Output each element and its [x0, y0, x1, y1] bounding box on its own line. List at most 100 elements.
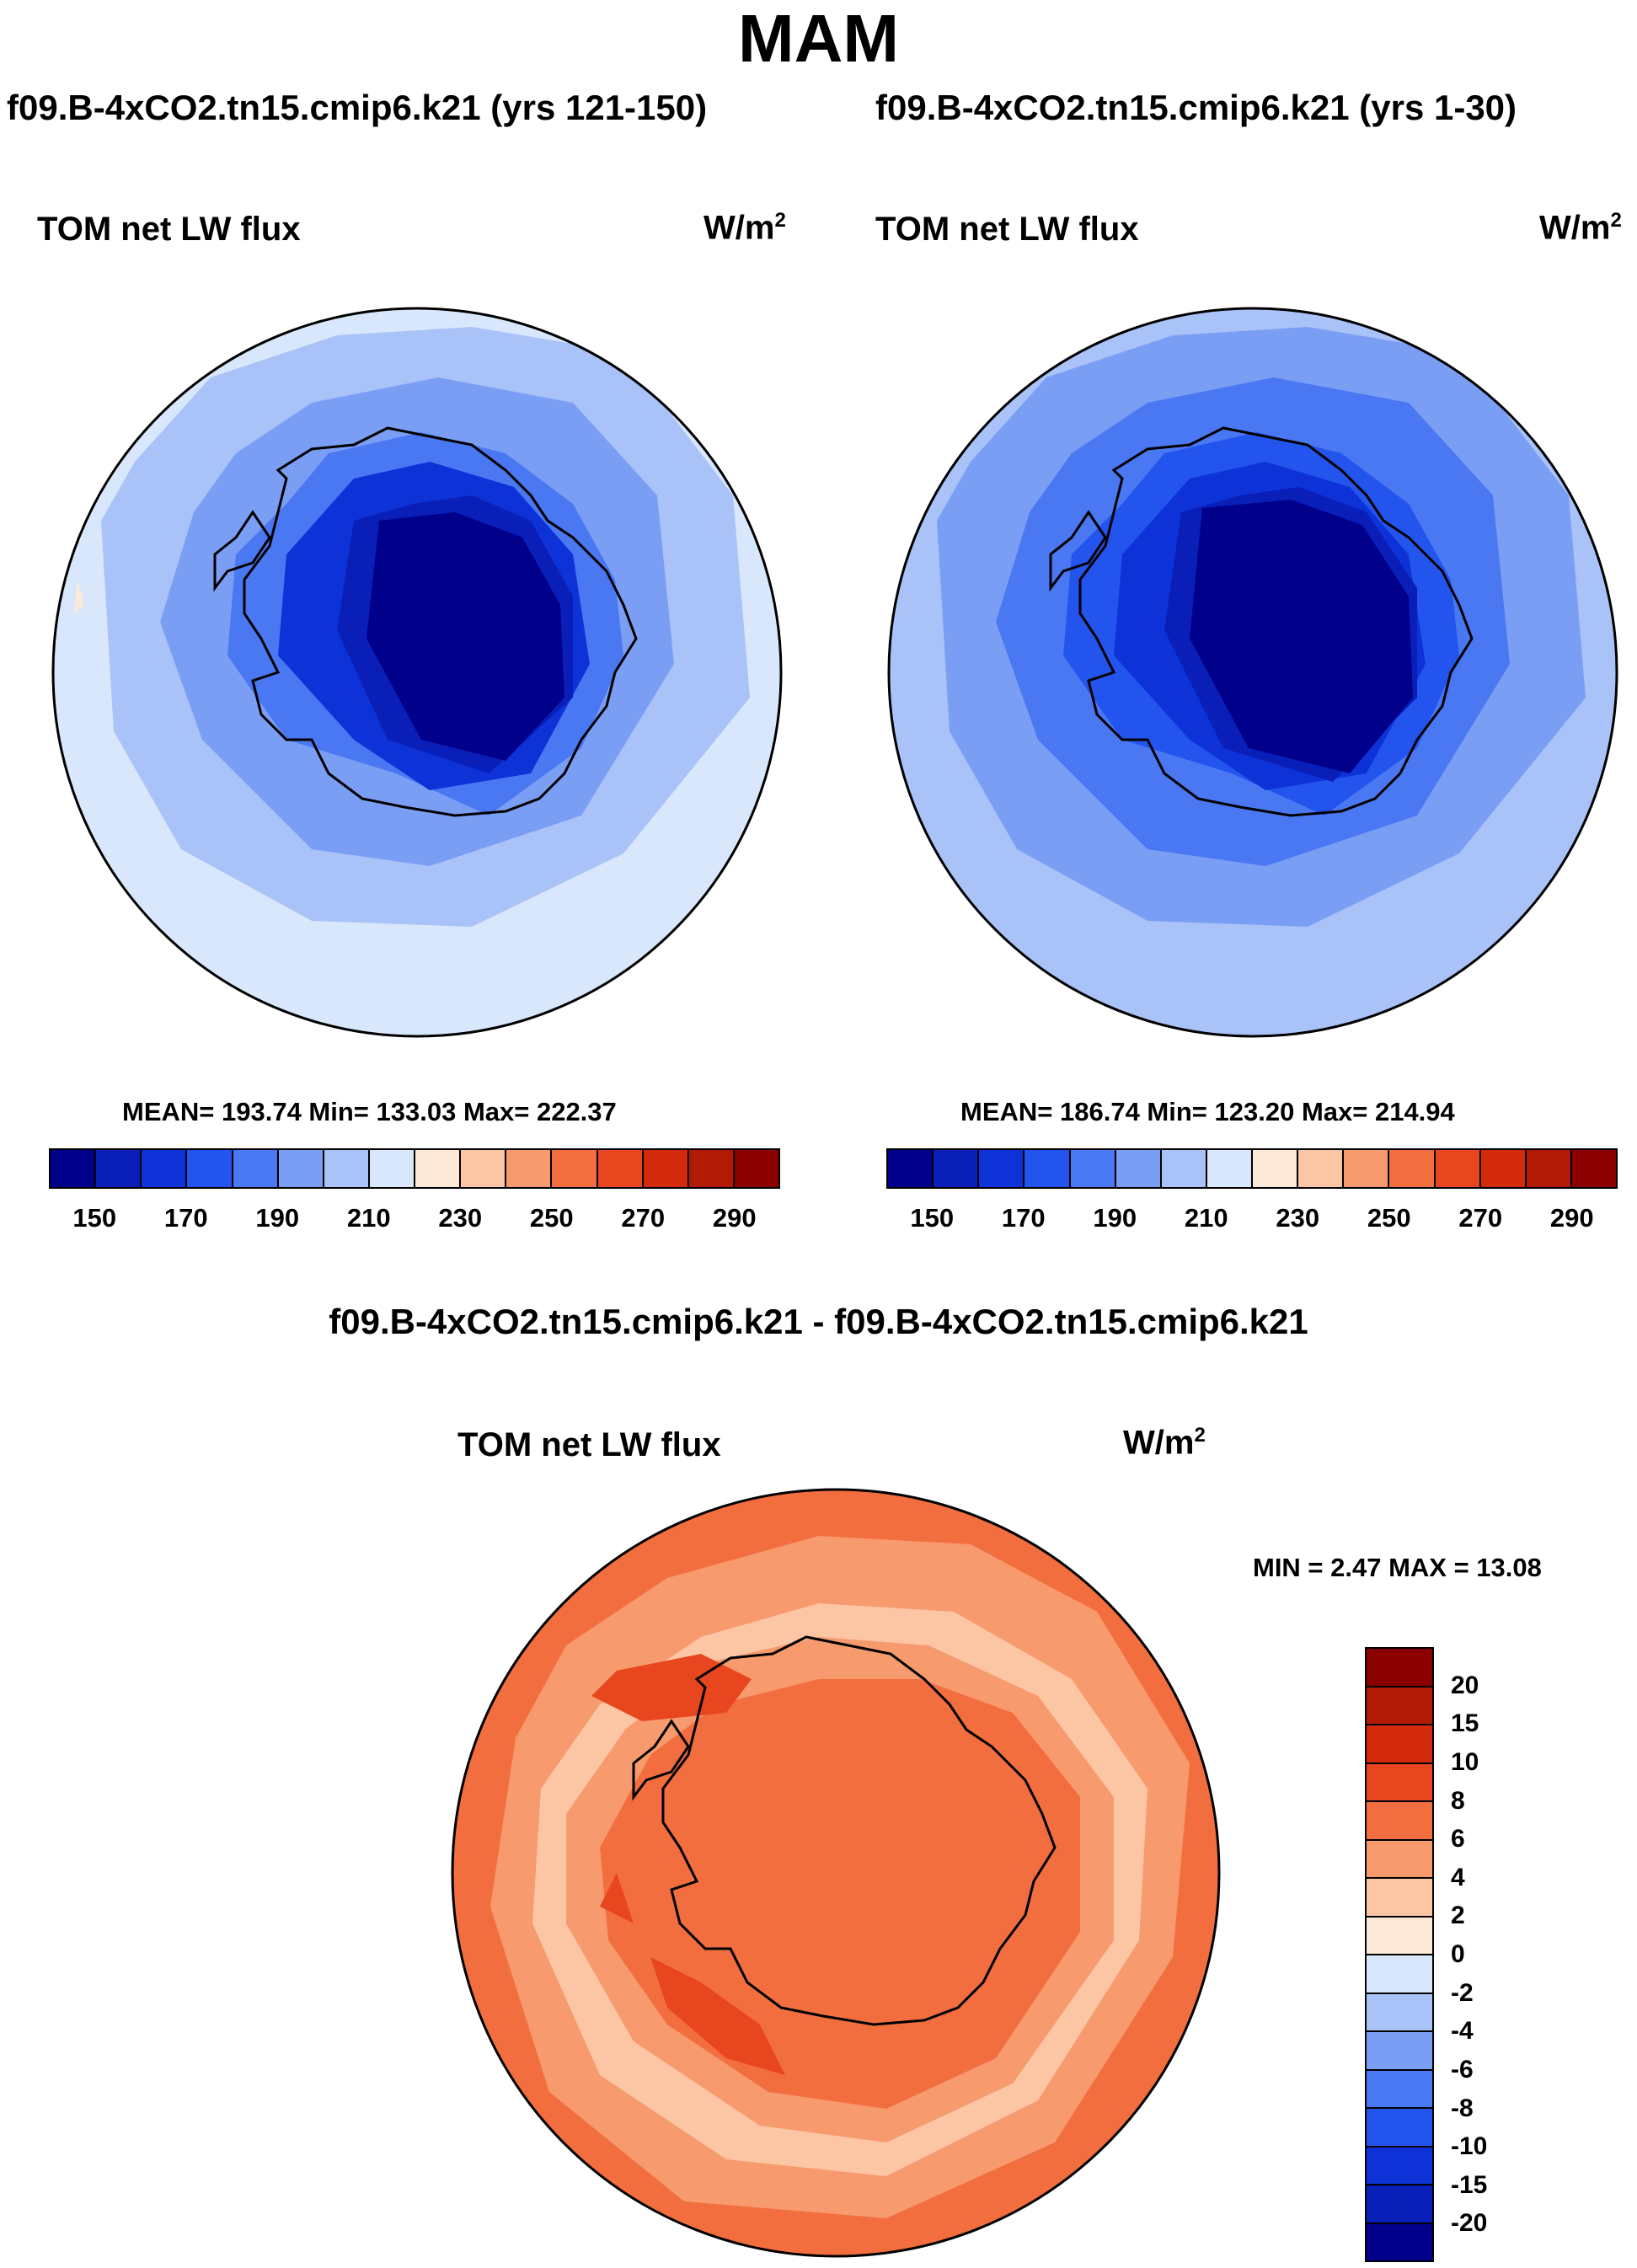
- colorbar-swatch: [1367, 1802, 1432, 1841]
- colorbar-swatch: [979, 1150, 1025, 1187]
- colorbar-swatch: [1070, 1150, 1116, 1187]
- panel-1-polar-map: [51, 307, 783, 1038]
- colorbar-swatch: [888, 1150, 934, 1187]
- panel-1-plateau: [366, 512, 564, 761]
- colorbar-tick-label: 170: [1001, 1203, 1046, 1233]
- colorbar-tick-label: 270: [621, 1203, 666, 1233]
- colorbar-tick-label: 210: [1184, 1203, 1228, 1233]
- colorbar-tick-label: -10: [1451, 2132, 1488, 2161]
- colorbar-swatch: [1367, 1955, 1432, 1994]
- colorbar-tick-label: 150: [910, 1203, 955, 1233]
- diff-stats: MIN = 2.47 MAX = 13.08: [1253, 1553, 1542, 1582]
- colorbar-swatch: [1367, 1879, 1432, 1918]
- colorbar-swatch: [1206, 1150, 1253, 1187]
- colorbar-swatch: [1024, 1150, 1071, 1187]
- panel-1-case-title: f09.B-4xCO2.tn15.cmip6.k21 (yrs 121-150): [7, 88, 708, 127]
- diff-variable-label: TOM net LW flux: [457, 1426, 721, 1463]
- colorbar-tick-label: 230: [1276, 1203, 1320, 1233]
- colorbar-swatch: [1367, 2185, 1432, 2224]
- colorbar-swatch: [1389, 1150, 1436, 1187]
- panel-2-map-border: [887, 307, 1618, 1038]
- panel-1-antarctica-coastline: [213, 426, 638, 817]
- colorbar-swatch: [278, 1150, 324, 1187]
- colorbar-swatch: [1367, 1763, 1432, 1802]
- season-title: MAM: [737, 1, 900, 76]
- colorbar-swatch: [1367, 1917, 1432, 1955]
- colorbar-tick-label: -2: [1451, 1978, 1474, 2007]
- panel-1-small-warm-patch: [74, 580, 84, 613]
- colorbar-swatch: [96, 1150, 142, 1187]
- colorbar-tick-label: 10: [1451, 1747, 1479, 1776]
- colorbar-swatch: [734, 1150, 778, 1187]
- colorbar-tick-label: 0: [1451, 1940, 1465, 1968]
- colorbar-swatch: [1161, 1150, 1207, 1187]
- diff-map-border: [451, 1488, 1221, 2258]
- colorbar-swatch: [324, 1150, 370, 1187]
- colorbar-swatch: [1367, 2070, 1432, 2109]
- colorbar-tick-label: 250: [1367, 1203, 1411, 1233]
- diff-antarctica-coastline: [632, 1635, 1057, 2026]
- panel-1-units: W/m2: [703, 209, 786, 247]
- colorbar-swatch: [142, 1150, 188, 1187]
- colorbar-tick-label: -6: [1451, 2055, 1474, 2083]
- colorbar-tick-label: -4: [1451, 2017, 1474, 2046]
- colorbar-tick-label: 270: [1458, 1203, 1503, 1233]
- colorbar-swatch: [1344, 1150, 1390, 1187]
- colorbar-swatch: [1367, 1725, 1432, 1764]
- colorbar-tick-label: 230: [438, 1203, 483, 1233]
- diff-case-title: f09.B-4xCO2.tn15.cmip6.k21 - f09.B-4xCO2…: [329, 1302, 1308, 1341]
- colorbar-swatch: [187, 1150, 233, 1187]
- diff-polar-map: [451, 1488, 1221, 2258]
- colorbar-swatch: [233, 1150, 279, 1187]
- colorbar-tick-label: 290: [712, 1203, 757, 1233]
- colorbar-tick-label: 20: [1451, 1671, 1479, 1699]
- panel-1-colorbar-ticks: 150 170 190 210 230 250 270 290: [49, 1203, 780, 1237]
- diff-high-patch-3: [600, 1873, 634, 1923]
- colorbar-tick-label: 150: [72, 1203, 117, 1233]
- colorbar-tick-label: 8: [1451, 1786, 1465, 1815]
- colorbar-tick-label: -15: [1451, 2170, 1488, 2199]
- colorbar-swatch: [552, 1150, 598, 1187]
- colorbar-swatch: [506, 1150, 553, 1187]
- colorbar-swatch: [1367, 1687, 1432, 1725]
- panel-2-light-edge: [889, 386, 920, 453]
- colorbar-tick-label: 6: [1451, 1825, 1465, 1853]
- colorbar-swatch: [1526, 1150, 1572, 1187]
- colorbar-tick-label: 2: [1451, 1902, 1465, 1930]
- panel-1-stats: MEAN= 193.74 Min= 133.03 Max= 222.37: [122, 1097, 617, 1126]
- colorbar-tick-label: 250: [529, 1203, 574, 1233]
- colorbar-swatch: [688, 1150, 735, 1187]
- colorbar-tick-label: 210: [346, 1203, 391, 1233]
- diff-colorbar-ticks: 20 15 10 8 6 4 2 0 -2 -4 -6 -8 -10 -15 -20: [1451, 1647, 1535, 2262]
- panel-2-stats: MEAN= 186.74 Min= 123.20 Max= 214.94: [960, 1097, 1455, 1126]
- colorbar-swatch: [1115, 1150, 1162, 1187]
- panel-2-variable-label: TOM net LW flux: [875, 211, 1139, 248]
- colorbar-tick-label: -20: [1451, 2209, 1488, 2238]
- colorbar-swatch: [415, 1150, 462, 1187]
- panel-2-units: W/m2: [1539, 209, 1622, 247]
- panel-2-polar-map: [887, 307, 1618, 1038]
- colorbar-swatch: [1367, 2223, 1432, 2260]
- colorbar-swatch: [1435, 1150, 1481, 1187]
- panel-2-colorbar: [886, 1148, 1618, 1189]
- colorbar-swatch: [597, 1150, 644, 1187]
- colorbar-swatch: [643, 1150, 689, 1187]
- colorbar-swatch: [934, 1150, 980, 1187]
- panel-1-map-border: [51, 307, 783, 1038]
- colorbar-swatch: [1367, 2147, 1432, 2185]
- diff-colorbar: [1365, 1647, 1434, 2262]
- colorbar-tick-label: 4: [1451, 1863, 1465, 1891]
- colorbar-swatch: [1571, 1150, 1616, 1187]
- colorbar-tick-label: 170: [163, 1203, 208, 1233]
- colorbar-swatch: [51, 1150, 97, 1187]
- panel-1-variable-label: TOM net LW flux: [37, 211, 301, 248]
- colorbar-swatch: [369, 1150, 415, 1187]
- panel-1-colorbar: [49, 1148, 780, 1189]
- diff-units: W/m2: [1123, 1424, 1206, 1462]
- colorbar-swatch: [1367, 1993, 1432, 2032]
- colorbar-swatch: [1480, 1150, 1527, 1187]
- colorbar-swatch: [1367, 2032, 1432, 2071]
- panel-2-colorbar-ticks: 150 170 190 210 230 250 270 290: [886, 1203, 1618, 1237]
- colorbar-tick-label: 290: [1549, 1203, 1594, 1233]
- colorbar-tick-label: 190: [255, 1203, 300, 1233]
